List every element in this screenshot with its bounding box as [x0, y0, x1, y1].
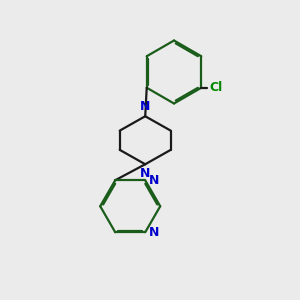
Text: Cl: Cl: [210, 81, 223, 94]
Text: N: N: [149, 226, 159, 239]
Text: N: N: [149, 174, 159, 187]
Text: N: N: [140, 100, 150, 113]
Text: N: N: [140, 167, 150, 180]
